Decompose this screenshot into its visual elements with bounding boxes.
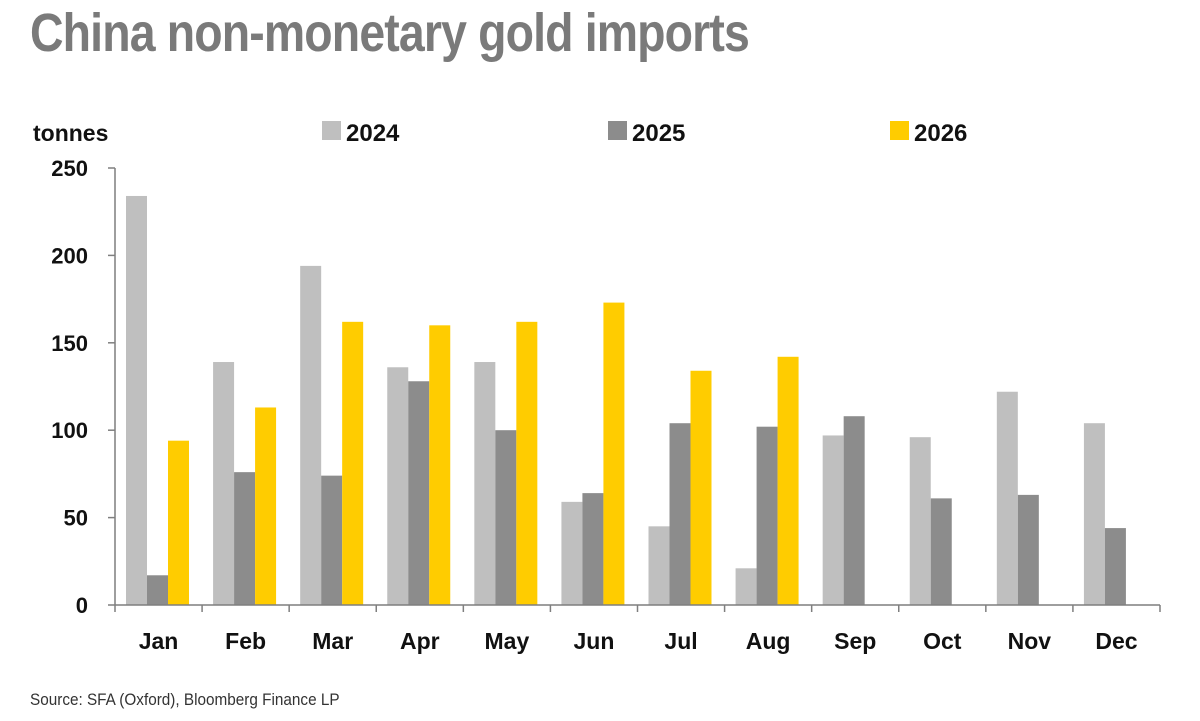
bar-2026-jul bbox=[690, 370, 712, 605]
bar-2025-dec bbox=[1104, 528, 1126, 605]
y-tick-label: 250 bbox=[51, 156, 88, 181]
bar-2026-apr bbox=[429, 325, 451, 605]
legend-swatch-2026 bbox=[890, 121, 909, 140]
source-note: Source: SFA (Oxford), Bloomberg Finance … bbox=[30, 690, 340, 709]
x-tick-label: Jan bbox=[139, 628, 179, 654]
y-tick-label: 50 bbox=[64, 506, 88, 531]
bars bbox=[126, 195, 1126, 605]
bar-chart: tonnes 2024 2025 2026 0 50 100 150 200 250 Jan F… bbox=[33, 120, 1161, 654]
bar-2026-jan bbox=[168, 440, 189, 605]
bar-2025-jun bbox=[582, 493, 604, 605]
bar-2024-jun bbox=[561, 501, 583, 605]
bar-2025-oct bbox=[930, 498, 952, 605]
bar-2026-may bbox=[516, 321, 538, 605]
bar-2024-may bbox=[474, 362, 496, 605]
x-tick-label: Jun bbox=[574, 628, 615, 654]
bar-2024-dec bbox=[1083, 423, 1105, 605]
bar-2025-mar bbox=[321, 475, 343, 605]
bar-2024-oct bbox=[909, 437, 931, 605]
y-axis-label: tonnes bbox=[33, 120, 108, 146]
x-tick-label: Nov bbox=[1008, 628, 1052, 654]
x-tick-label: Aug bbox=[746, 628, 791, 654]
bar-2025-nov bbox=[1017, 494, 1039, 605]
legend-label-2026: 2026 bbox=[914, 120, 967, 147]
bar-2024-sep bbox=[822, 435, 844, 605]
y-axis: 0 50 100 150 200 250 bbox=[51, 156, 116, 618]
bar-2025-jan bbox=[147, 575, 168, 605]
legend-swatch-2024 bbox=[322, 121, 341, 140]
bar-2024-mar bbox=[300, 265, 322, 605]
bar-2025-apr bbox=[408, 381, 430, 605]
y-tick-label: 200 bbox=[51, 243, 88, 268]
x-tick-label: May bbox=[485, 628, 530, 654]
bar-2025-sep bbox=[843, 416, 865, 605]
x-axis: Jan Feb Mar Apr May Jun Jul Aug Sep Oct Nov Dec bbox=[114, 604, 1161, 654]
bar-2026-aug bbox=[777, 356, 799, 605]
x-tick-label: Sep bbox=[834, 628, 876, 654]
bar-2025-feb bbox=[234, 472, 256, 605]
legend: 2024 2025 2026 bbox=[322, 120, 967, 147]
bar-2026-jun bbox=[603, 302, 625, 605]
bar-2024-jul bbox=[648, 526, 670, 605]
y-tick-label: 100 bbox=[51, 418, 88, 443]
bar-2026-mar bbox=[342, 321, 364, 605]
bar-2024-jan bbox=[126, 195, 147, 605]
x-tick-label: Jul bbox=[664, 628, 697, 654]
x-tick-label: Apr bbox=[400, 628, 440, 654]
bar-2024-feb bbox=[213, 362, 235, 605]
legend-swatch-2025 bbox=[608, 121, 627, 140]
bar-2025-may bbox=[495, 430, 517, 605]
y-tick-label: 0 bbox=[76, 593, 88, 618]
x-tick-label: Oct bbox=[923, 628, 962, 654]
x-tick-label: Dec bbox=[1095, 628, 1137, 654]
legend-label-2024: 2024 bbox=[346, 120, 400, 147]
bar-2024-nov bbox=[996, 391, 1018, 605]
y-tick-label: 150 bbox=[51, 331, 88, 356]
bar-2024-apr bbox=[387, 367, 409, 605]
bar-2025-aug bbox=[756, 426, 778, 605]
x-tick-label: Feb bbox=[225, 628, 266, 654]
bar-2024-aug bbox=[735, 568, 757, 605]
bar-2026-feb bbox=[255, 407, 277, 605]
x-tick-label: Mar bbox=[312, 628, 353, 654]
legend-label-2025: 2025 bbox=[632, 120, 685, 147]
bar-2025-jul bbox=[669, 423, 691, 605]
chart-title: China non-monetary gold imports bbox=[30, 3, 750, 63]
